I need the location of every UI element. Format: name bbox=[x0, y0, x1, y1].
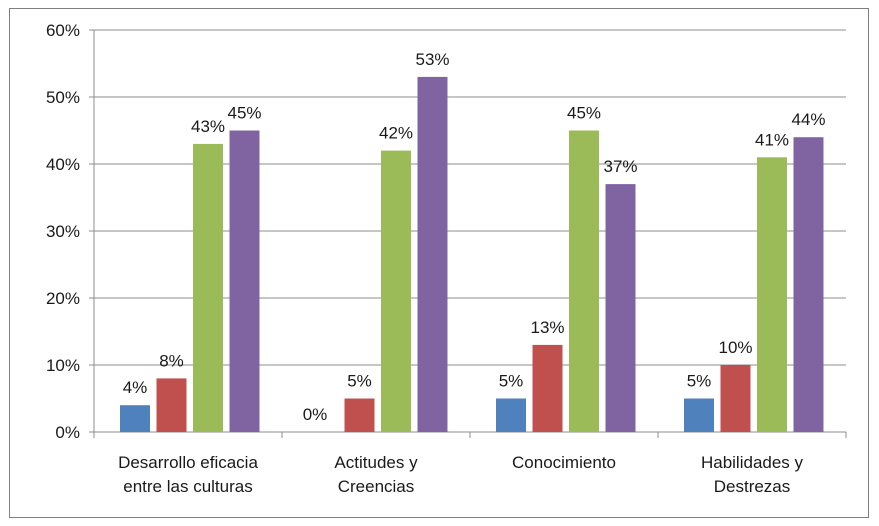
bar bbox=[496, 398, 526, 432]
category-label: Desarrollo eficacia entre las culturas bbox=[118, 453, 258, 496]
bar bbox=[757, 157, 787, 433]
data-label: 4% bbox=[123, 378, 148, 397]
bar bbox=[417, 76, 448, 433]
data-label: 37% bbox=[603, 157, 637, 176]
bar bbox=[569, 130, 599, 432]
bar bbox=[193, 143, 223, 432]
data-labels: 4% 0% 5% 5% 8% 5% 13% 10% 43% 42% 45% 41% 45% 53% 37% 4… bbox=[123, 50, 826, 424]
category-labels: Desarrollo eficacia entre las culturas Act… bbox=[118, 453, 803, 496]
data-label: 42% bbox=[379, 124, 413, 143]
data-label: 45% bbox=[227, 104, 261, 123]
data-label: 41% bbox=[755, 130, 789, 149]
data-label: 10% bbox=[718, 338, 752, 357]
bar bbox=[720, 365, 751, 432]
bar bbox=[156, 378, 187, 432]
category-label-line: Destrezas bbox=[714, 477, 791, 496]
bar bbox=[684, 398, 714, 432]
y-tick-label: 40% bbox=[46, 155, 80, 174]
bar bbox=[793, 137, 824, 432]
y-tick-labels: 0% 10% 20% 30% 40% 50% 60% bbox=[46, 21, 80, 442]
category-label-line: Habilidades y bbox=[701, 453, 804, 472]
bar bbox=[229, 130, 260, 432]
data-label: 5% bbox=[687, 372, 712, 391]
data-label: 44% bbox=[791, 110, 825, 129]
data-label: 45% bbox=[567, 104, 601, 123]
y-tick-label: 30% bbox=[46, 222, 80, 241]
y-tick-label: 10% bbox=[46, 356, 80, 375]
data-label: 13% bbox=[530, 318, 564, 337]
category-label-line: Conocimiento bbox=[512, 453, 616, 472]
category-label: Habilidades y Destrezas bbox=[701, 453, 804, 496]
category-label: Conocimiento bbox=[512, 453, 616, 472]
bar bbox=[381, 150, 411, 432]
data-label: 8% bbox=[159, 351, 184, 370]
category-label-line: entre las culturas bbox=[123, 477, 252, 496]
bar bbox=[120, 405, 150, 432]
y-tick-label: 20% bbox=[46, 289, 80, 308]
bar bbox=[344, 398, 375, 432]
data-label: 0% bbox=[303, 405, 328, 424]
data-label: 53% bbox=[415, 50, 449, 69]
data-label: 5% bbox=[499, 372, 524, 391]
data-label: 43% bbox=[191, 117, 225, 136]
category-label-line: Desarrollo eficacia bbox=[118, 453, 258, 472]
y-tick-label: 0% bbox=[55, 423, 80, 442]
y-tick-label: 60% bbox=[46, 21, 80, 40]
category-label-line: Actitudes y bbox=[334, 453, 418, 472]
bar bbox=[532, 344, 563, 432]
y-tick-label: 50% bbox=[46, 88, 80, 107]
category-label-line: Creencias bbox=[338, 477, 415, 496]
category-label: Actitudes y Creencias bbox=[334, 453, 418, 496]
bars bbox=[120, 76, 824, 433]
bar bbox=[605, 184, 636, 432]
data-label: 5% bbox=[347, 372, 372, 391]
